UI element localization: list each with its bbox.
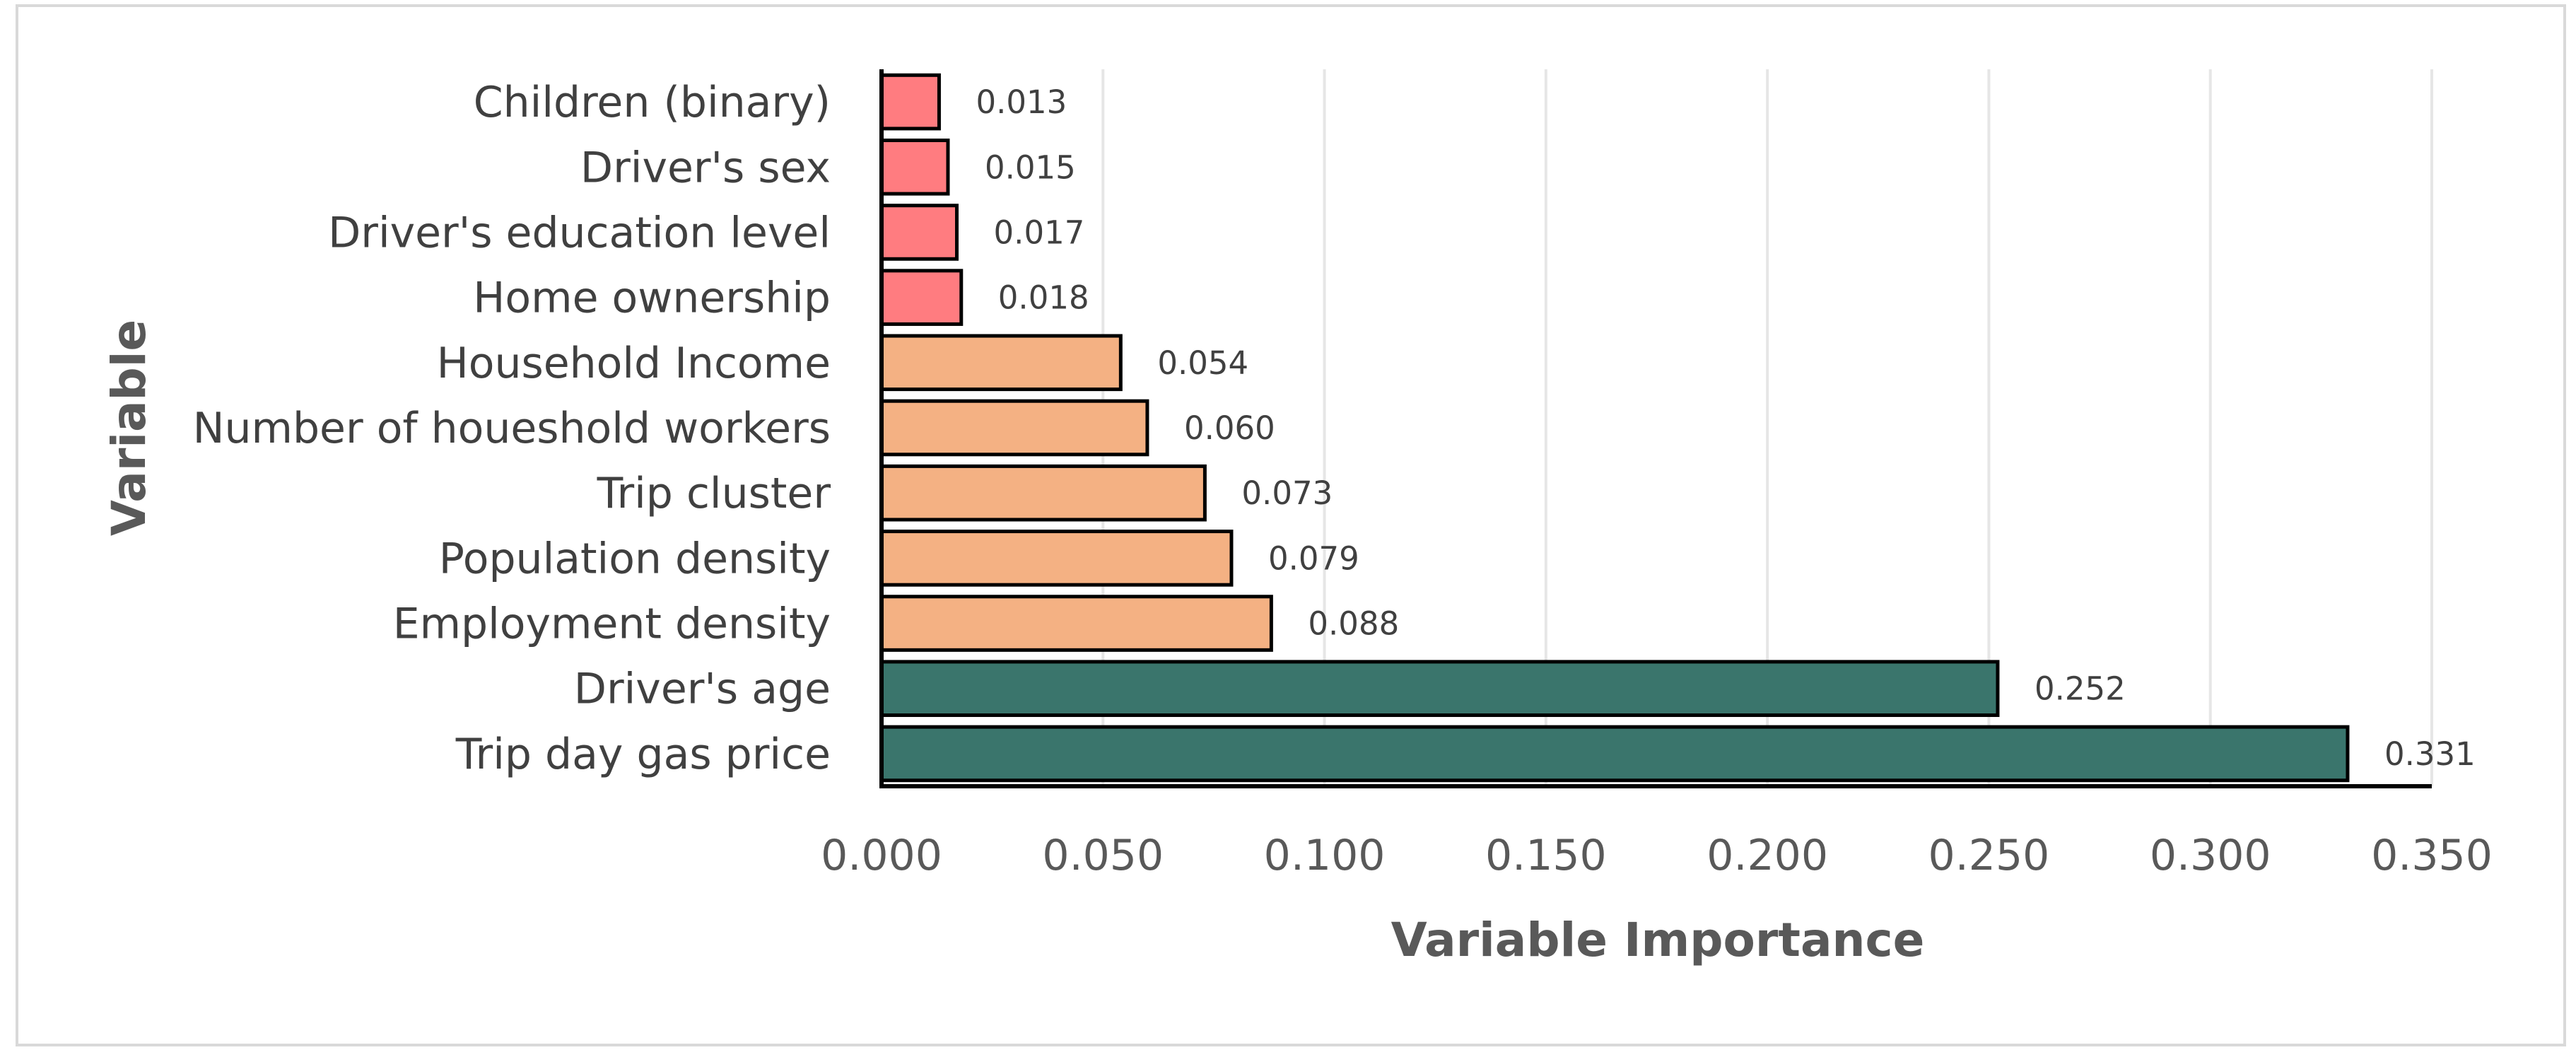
category-label: Driver's education level	[328, 208, 831, 257]
x-tick-label: 0.000	[821, 831, 942, 880]
category-label: Home ownership	[473, 274, 831, 323]
bars	[879, 73, 2350, 783]
data-label: 0.088	[1308, 605, 1399, 643]
bar	[879, 204, 959, 261]
data-label: 0.079	[1268, 539, 1359, 577]
x-axis-title: Variable Importance	[1391, 913, 1925, 967]
category-label: Driver's sex	[580, 143, 831, 192]
x-tick-label: 0.100	[1264, 831, 1386, 880]
axes	[879, 69, 2432, 788]
bar	[879, 660, 2000, 718]
category-label: Driver's age	[574, 665, 831, 714]
data-label: 0.017	[994, 214, 1085, 251]
data-label: 0.331	[2384, 735, 2476, 773]
category-label: Children (binary)	[474, 78, 831, 127]
data-label: 0.252	[2035, 670, 2126, 708]
data-label: 0.060	[1184, 409, 1275, 447]
category-label: Household Income	[437, 339, 831, 388]
bar	[879, 595, 1273, 652]
data-label: 0.015	[985, 148, 1076, 186]
category-label: Trip day gas price	[455, 730, 831, 779]
x-tick-label: 0.050	[1042, 831, 1164, 880]
data-label: 0.018	[998, 279, 1089, 317]
bar	[879, 138, 950, 196]
bar	[879, 73, 941, 131]
data-label: 0.073	[1241, 474, 1333, 512]
x-tick-label: 0.350	[2371, 831, 2493, 880]
category-label: Trip cluster	[597, 469, 831, 518]
data-label: 0.054	[1157, 344, 1248, 382]
bar	[879, 725, 2350, 783]
chart-frame	[16, 4, 2566, 1046]
bar	[879, 530, 1234, 587]
x-tick-label: 0.200	[1706, 831, 1828, 880]
category-label: Number of houeshold workers	[193, 404, 831, 453]
category-label: Population density	[439, 534, 831, 583]
bar	[879, 334, 1123, 392]
bar	[879, 269, 964, 326]
category-label: Employment density	[393, 600, 831, 649]
x-tick-label: 0.150	[1485, 831, 1607, 880]
bar	[879, 464, 1207, 522]
bar	[879, 399, 1149, 457]
x-tick-label: 0.250	[1928, 831, 2050, 880]
data-label: 0.013	[976, 83, 1067, 121]
labels: 0.000 0.050 0.100 0.150 0.200 0.250 0.300 0.350…	[193, 78, 2493, 880]
x-tick-label: 0.300	[2150, 831, 2271, 880]
y-axis-title: Variable	[102, 320, 156, 536]
